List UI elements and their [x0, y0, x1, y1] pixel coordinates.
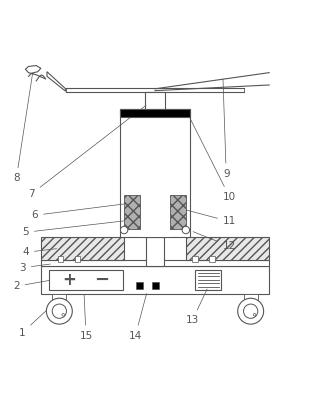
Bar — [209, 256, 215, 261]
Bar — [186, 237, 269, 260]
Polygon shape — [47, 72, 65, 91]
Circle shape — [238, 298, 264, 324]
Text: 9: 9 — [223, 79, 229, 178]
Bar — [146, 237, 164, 266]
Text: 5: 5 — [22, 221, 124, 237]
Text: +: + — [62, 271, 76, 289]
Circle shape — [244, 304, 258, 318]
Circle shape — [121, 226, 128, 234]
Bar — [120, 109, 190, 117]
Bar — [49, 270, 122, 290]
Circle shape — [62, 313, 64, 316]
Bar — [145, 92, 165, 109]
Bar — [75, 256, 80, 261]
Text: 4: 4 — [22, 247, 56, 257]
Circle shape — [253, 313, 256, 316]
Bar — [41, 237, 124, 260]
Text: 13: 13 — [186, 289, 207, 325]
Text: 11: 11 — [184, 210, 236, 227]
Circle shape — [46, 298, 72, 324]
Bar — [195, 270, 221, 290]
Text: 14: 14 — [129, 293, 147, 341]
Text: 8: 8 — [13, 73, 33, 183]
Bar — [41, 266, 269, 294]
Bar — [41, 260, 269, 266]
Text: 12: 12 — [193, 232, 236, 251]
Bar — [52, 294, 66, 301]
Text: 10: 10 — [189, 115, 236, 202]
Circle shape — [182, 226, 189, 234]
Circle shape — [52, 304, 66, 318]
Bar — [170, 195, 187, 229]
Text: 6: 6 — [32, 204, 124, 220]
Bar — [136, 283, 143, 289]
Text: 7: 7 — [29, 105, 146, 199]
Bar — [123, 195, 140, 229]
Text: 1: 1 — [19, 308, 50, 337]
Bar — [140, 117, 170, 237]
Text: −: − — [94, 271, 109, 289]
Text: 3: 3 — [19, 263, 51, 273]
Text: 15: 15 — [79, 295, 93, 341]
Bar — [192, 256, 197, 261]
Bar — [120, 109, 190, 237]
Text: 2: 2 — [13, 281, 49, 291]
Bar — [58, 256, 63, 261]
Bar — [244, 294, 258, 301]
Bar — [152, 283, 159, 289]
